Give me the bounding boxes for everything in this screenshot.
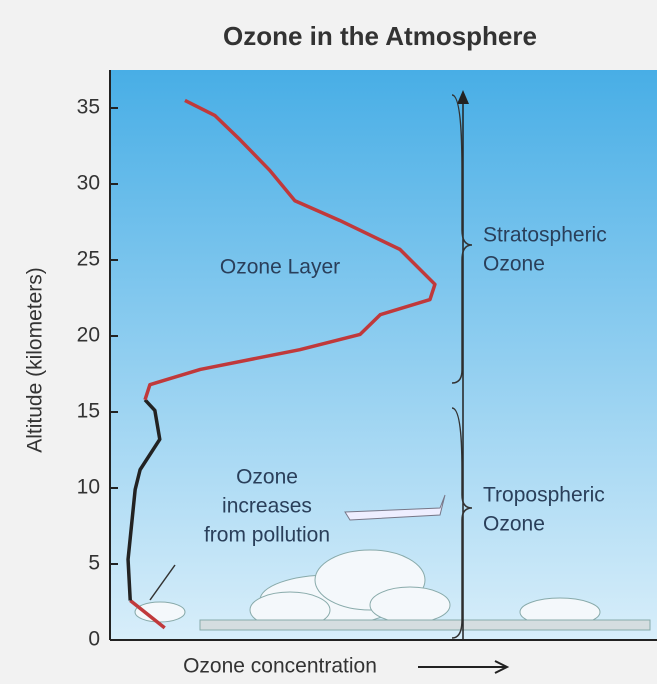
x-axis-arrow: [418, 660, 510, 674]
annotation: Ozone: [483, 253, 545, 276]
airplane: [344, 494, 446, 521]
annotation: Ozone: [483, 513, 545, 536]
ozone-line: [129, 599, 166, 630]
ozone-line: [143, 98, 437, 401]
y-tick-label: 25: [77, 248, 100, 271]
y-tick-label: 10: [77, 476, 100, 499]
y-tick-label: 15: [77, 400, 100, 423]
clouds: [134, 549, 651, 631]
ozone-line: [126, 398, 162, 601]
brace: [451, 94, 473, 384]
annotation: Ozone: [236, 466, 298, 489]
arrow-head: [457, 90, 469, 104]
annotation: Ozone Layer: [220, 256, 340, 279]
y-tick-label: 0: [88, 628, 100, 651]
annotation: Stratospheric: [483, 224, 607, 247]
y-tick-label: 20: [77, 324, 100, 347]
y-tick-label: 35: [77, 96, 100, 119]
annotation: Tropospheric: [483, 484, 605, 507]
y-axis-label: Altitude (kilometers): [24, 267, 47, 453]
annotation: increases: [222, 495, 312, 518]
pointer: [149, 564, 176, 601]
brace: [451, 407, 473, 639]
plot-background: [110, 70, 657, 640]
annotation: from pollution: [204, 524, 330, 547]
y-tick-label: 5: [88, 552, 100, 575]
x-axis-label: Ozone concentration: [183, 655, 377, 678]
chart-title: Ozone in the Atmosphere: [223, 21, 537, 51]
y-tick-label: 30: [77, 172, 100, 195]
